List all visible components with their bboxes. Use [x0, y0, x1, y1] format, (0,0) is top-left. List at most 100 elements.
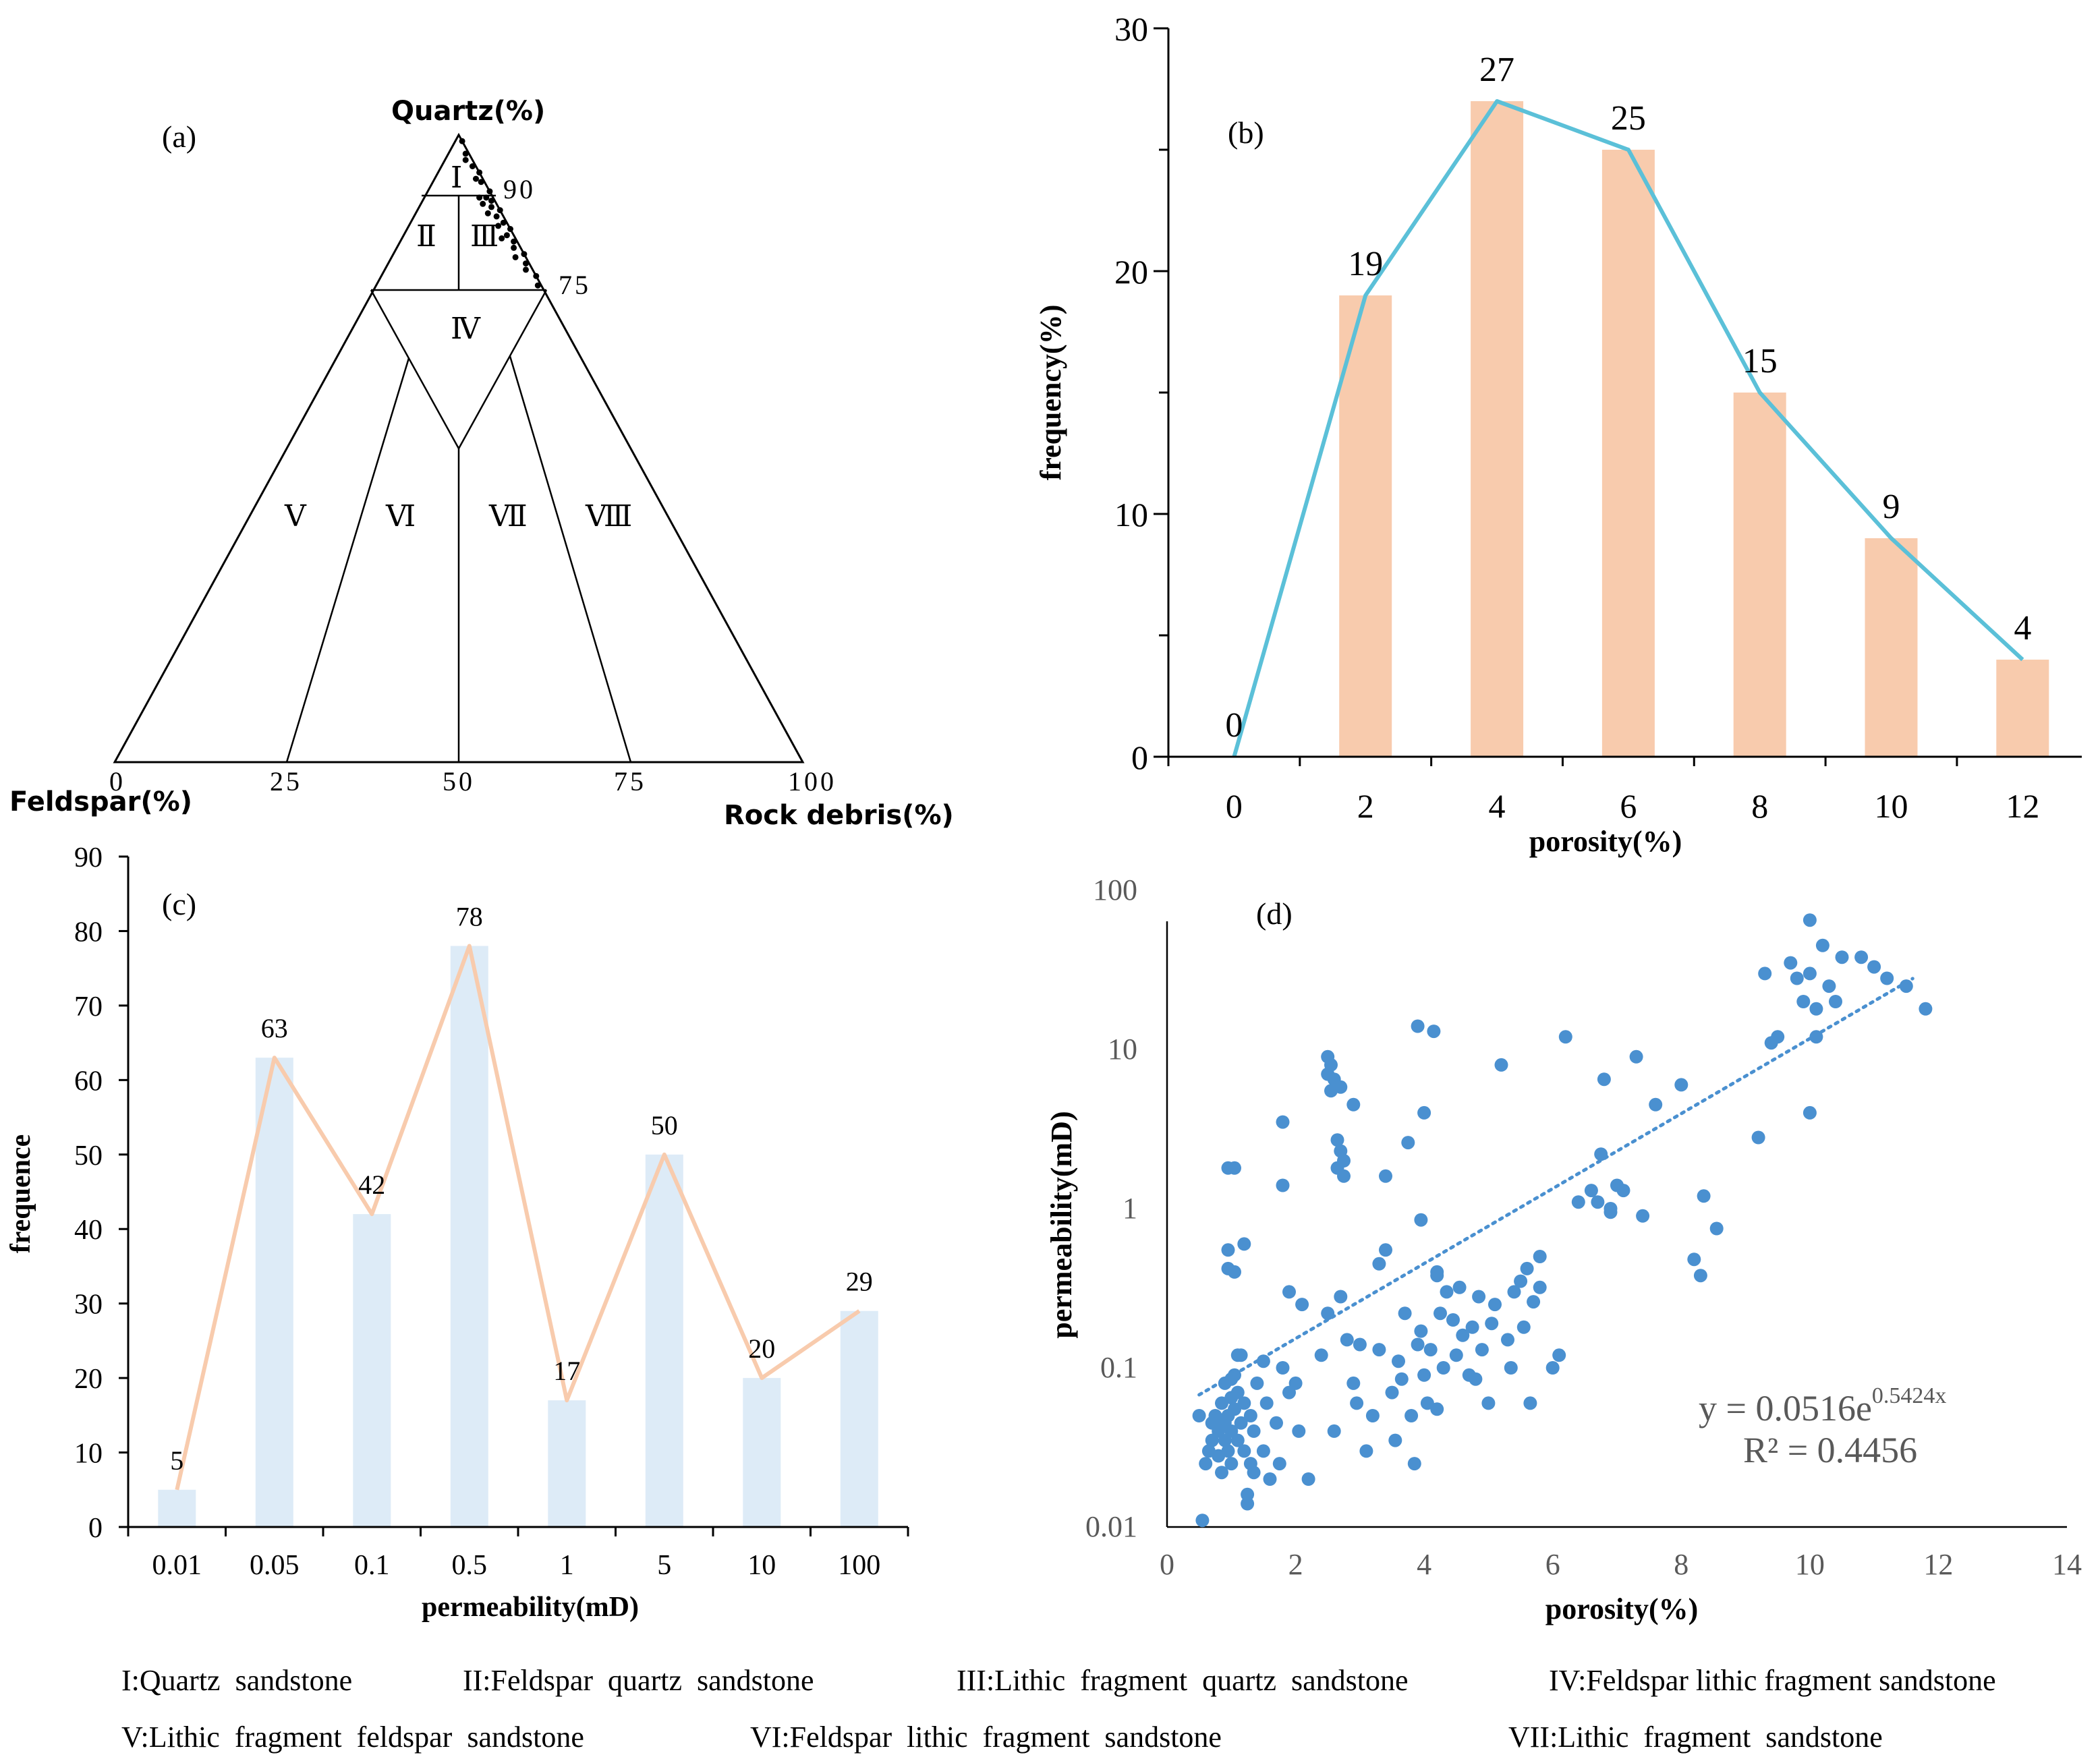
scatter-point [1616, 1184, 1630, 1198]
scatter-point [1228, 1161, 1241, 1175]
scatter-point [1192, 1409, 1206, 1422]
scatter-point [1430, 1402, 1444, 1416]
scatter-point [1263, 1472, 1277, 1486]
scatter-point [1687, 1252, 1701, 1267]
porosity-bar [1733, 393, 1786, 757]
scatter-point [1472, 1290, 1486, 1304]
scatter-point [1256, 1444, 1270, 1458]
scatter-point [1504, 1361, 1518, 1375]
panel-a-ternary: (a) Ⅰ Ⅱ Ⅲ Ⅳ Ⅴ Ⅵ Ⅶ Ⅷ 90 75 0 25 50 75 100… [9, 96, 954, 831]
scatter-point [1388, 1433, 1402, 1447]
scatter-point [1803, 1105, 1817, 1120]
scatter-point [1314, 1348, 1328, 1362]
base-tick-25: 25 [270, 766, 302, 797]
equation-main: y = 0.0516e [1699, 1388, 1872, 1429]
ternary-sample-point [523, 260, 529, 267]
panel-c-data-label: 5 [170, 1445, 183, 1476]
base-tick-100: 100 [788, 766, 836, 797]
scatter-point [1822, 979, 1836, 993]
ternary-sample-point [534, 282, 541, 289]
panel-c-x-tick-label: 0.1 [354, 1550, 390, 1581]
panel-b-data-label: 0 [1225, 706, 1243, 745]
legend-note-2: II:Feldspar quartz sandstone [463, 1664, 814, 1697]
scatter-point [1230, 1433, 1245, 1447]
scatter-point [1208, 1409, 1222, 1422]
panel-b-x-tick-label: 2 [1357, 787, 1374, 825]
scatter-point [1796, 995, 1811, 1008]
panel-c-x-tick-label: 0.05 [250, 1550, 300, 1581]
scatter-point [1867, 960, 1881, 974]
scatter-point [1259, 1396, 1274, 1410]
scatter-point [1276, 1361, 1290, 1375]
scatter-point [1276, 1115, 1290, 1129]
scatter-point [1545, 1361, 1560, 1375]
zone-label-1: Ⅰ [451, 161, 462, 194]
scatter-point [1520, 1261, 1534, 1275]
permeability-bar [743, 1378, 781, 1527]
porosity-bar [1865, 538, 1918, 757]
scatter-point [1247, 1424, 1261, 1438]
scatter-point [1674, 1078, 1688, 1092]
scatter-point [1411, 1019, 1425, 1033]
panel-b-data-label: 9 [1883, 488, 1900, 526]
panel-d-x-tick-label: 10 [1795, 1548, 1825, 1581]
panel-b-data-label: 25 [1611, 99, 1646, 138]
panel-c-permeability-frequency: (c) 0 10 20 30 40 50 60 70 80 90 0.01 0.05 0.1 0.5 1 5… [5, 842, 909, 1623]
scatter-point [1221, 1243, 1235, 1257]
scatter-point [1591, 1195, 1605, 1209]
panel-c-data-label: 50 [651, 1110, 678, 1141]
scatter-point [1809, 1002, 1823, 1016]
panel-b-data-label: 4 [2014, 609, 2031, 647]
apex-feldspar-label: Feldspar(%) [9, 786, 192, 817]
scatter-point [1809, 1030, 1823, 1044]
scatter-point [1697, 1189, 1711, 1203]
ternary-sample-point [521, 251, 528, 258]
scatter-point [1485, 1317, 1499, 1331]
scatter-point [1514, 1274, 1528, 1288]
scatter-point [1288, 1376, 1303, 1390]
zone-divider-iv-right [457, 289, 548, 449]
scatter-point [1488, 1298, 1502, 1312]
scatter-point [1282, 1285, 1296, 1299]
panel-b-y-tick-label: 20 [1114, 253, 1148, 291]
panel-c-y-tick-label: 10 [74, 1439, 103, 1470]
scatter-point [1414, 1324, 1428, 1338]
permeability-bar [548, 1400, 586, 1527]
permeability-bar [645, 1154, 683, 1527]
ternary-sample-point [483, 194, 490, 201]
ternary-sample-point [512, 254, 519, 260]
panel-c-y-tick-label: 80 [74, 917, 103, 948]
panel-c-y-tick-labels: 0 10 20 30 40 50 60 70 80 90 [74, 842, 103, 1544]
scatter-point [1398, 1306, 1412, 1321]
scatter-point [1501, 1333, 1514, 1347]
panel-b-y-axis-title: frequency(%) [1034, 305, 1067, 481]
panel-c-x-tick-label: 100 [838, 1550, 880, 1581]
ternary-sample-point [488, 204, 494, 210]
scatter-point [1414, 1213, 1428, 1227]
ternary-sample-point [459, 138, 465, 144]
scatter-point [1234, 1416, 1248, 1430]
scatter-point [1394, 1372, 1409, 1386]
scatter-point [1430, 1265, 1444, 1279]
panel-d-x-tick-label: 8 [1674, 1548, 1688, 1581]
scatter-point [1404, 1409, 1419, 1422]
panel-c-x-tick-label: 10 [747, 1550, 776, 1581]
scatter-point [1237, 1396, 1251, 1410]
scatter-point [1221, 1444, 1235, 1458]
panel-b-x-tick-labels: 0 2 4 6 8 10 12 [1226, 787, 2039, 825]
scatter-point [1446, 1313, 1460, 1327]
scatter-point [1334, 1290, 1348, 1304]
ternary-sample-point [488, 198, 494, 204]
permeability-bar [255, 1058, 293, 1527]
panel-d-equation: y = 0.0516e0.5424x [1699, 1383, 1946, 1429]
base-tick-75: 75 [614, 766, 646, 797]
scatter-point [1407, 1457, 1421, 1471]
scatter-point [1552, 1348, 1566, 1362]
scatter-point [1465, 1320, 1479, 1334]
zone-divider-iv-left [370, 289, 460, 449]
scatter-point [1295, 1298, 1309, 1312]
scatter-point [1469, 1372, 1483, 1386]
scatter-point [1494, 1058, 1508, 1072]
panel-b-data-labels: 0 19 27 25 15 9 4 [1225, 51, 2031, 745]
scatter-point [1558, 1030, 1572, 1044]
